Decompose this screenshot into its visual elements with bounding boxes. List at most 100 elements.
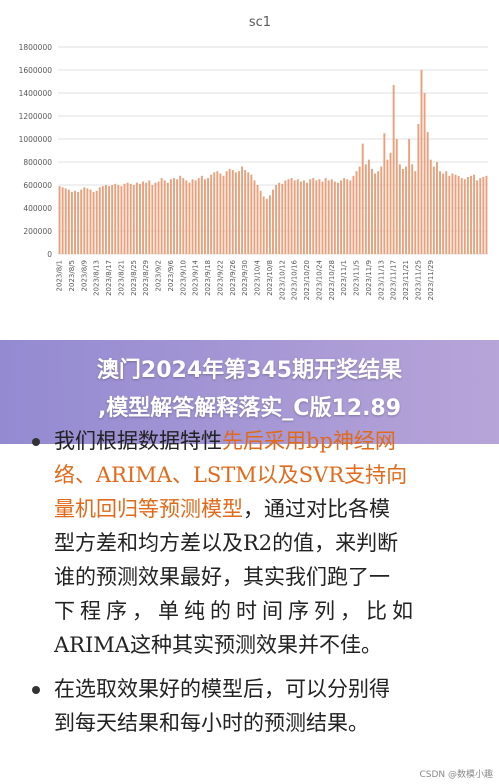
x-tick-label: 2023/11/1 — [340, 260, 348, 296]
bar — [457, 175, 460, 254]
y-tick-label: 800000 — [23, 158, 52, 167]
bar — [148, 180, 151, 254]
bar — [414, 171, 417, 254]
bullet1-line1-a: 我们根据数据特性 — [54, 429, 222, 453]
bar — [284, 180, 287, 254]
bar — [439, 171, 442, 254]
y-tick-label: 200000 — [23, 227, 52, 236]
y-tick-label: 600000 — [23, 181, 52, 190]
x-tick-label: 2023/9/10 — [179, 260, 187, 296]
x-tick-label: 2023/9/30 — [241, 260, 249, 296]
bar — [247, 172, 250, 254]
bar — [61, 187, 64, 254]
bar — [272, 189, 274, 254]
bar — [210, 174, 213, 254]
bar — [222, 175, 225, 254]
bar — [253, 180, 256, 254]
bar — [309, 179, 312, 254]
bar — [132, 185, 135, 254]
document-text: 我们根据数据特性先后采用bp神经网 络、ARIMA、LSTM以及SVR支持向 量… — [0, 412, 499, 784]
banner-title: 澳门2024年第345期开奖结果 ,模型解答解释落实_C版12.89 — [0, 352, 499, 428]
bar — [306, 182, 308, 254]
bar — [426, 132, 429, 254]
bar — [139, 183, 141, 254]
bar — [358, 166, 361, 254]
bar — [70, 191, 73, 254]
bar — [321, 181, 324, 254]
bar — [86, 188, 89, 254]
bar — [281, 183, 284, 254]
bar — [176, 179, 179, 254]
x-tick-label: 2023/10/8 — [266, 260, 274, 296]
bar — [104, 185, 107, 254]
bar — [337, 182, 339, 254]
bullet1-line1: 我们根据数据特性先后采用bp神经网 — [54, 426, 396, 456]
bar — [380, 166, 383, 254]
bar — [401, 168, 404, 254]
bar — [188, 182, 191, 254]
bar — [445, 171, 448, 254]
bar — [463, 179, 466, 254]
bar — [411, 164, 414, 254]
bullet2-line2: 到每天结果和每小时的预测结果。 — [54, 711, 369, 735]
x-tick-label: 2023/11/17 — [390, 260, 398, 300]
bar — [108, 186, 110, 254]
x-tick-label: 2023/9/26 — [229, 259, 237, 295]
bar — [185, 180, 188, 254]
bar — [405, 166, 407, 254]
bar — [420, 70, 423, 254]
y-tick-label: 1000000 — [19, 135, 53, 144]
bar — [312, 178, 315, 254]
bar — [386, 159, 389, 254]
y-tick-label: 0 — [47, 250, 52, 259]
bar — [349, 180, 352, 254]
x-tick-label: 2023/11/13 — [377, 260, 385, 300]
bar — [324, 178, 327, 254]
bullet2-line1: 在选取效果好的模型后，可以分别得 — [54, 677, 390, 701]
bar — [268, 195, 271, 254]
chart-panel: sc1 0 200000 400000 600000 800000 1000000 1200… — [0, 0, 499, 340]
banner-title-line2: ,模型解答解释落实_C版12.89 — [97, 396, 402, 421]
bar — [327, 180, 330, 254]
x-tick-label: 2023/9/6 — [167, 259, 175, 291]
bar — [120, 186, 123, 254]
bar — [442, 173, 445, 254]
bar — [241, 166, 244, 254]
bar — [436, 162, 438, 254]
y-tick-label: 1600000 — [19, 66, 53, 75]
grid-lines — [58, 46, 488, 255]
bar — [485, 175, 488, 254]
bar — [151, 185, 154, 254]
bar — [479, 178, 482, 254]
bullet1-line2: 络、ARIMA、LSTM以及SVR支持向 — [54, 463, 408, 487]
bar — [173, 178, 175, 254]
title-banner — [0, 340, 499, 444]
bar — [340, 180, 343, 254]
x-tick-label: 2023/11/25 — [414, 260, 422, 300]
bar — [482, 176, 485, 254]
bar — [250, 174, 253, 254]
bar — [408, 139, 411, 254]
bullet-dot — [32, 438, 40, 446]
bar — [191, 179, 194, 254]
x-tick-label: 2023/11/29 — [427, 260, 435, 300]
bar — [290, 178, 293, 254]
bar — [67, 189, 70, 254]
bar — [367, 159, 370, 254]
bar — [296, 179, 299, 254]
bar — [371, 168, 373, 254]
bar — [330, 179, 333, 254]
x-tick-label: 2023/10/12 — [278, 260, 286, 300]
bar — [473, 174, 476, 254]
bar — [244, 170, 247, 254]
bar — [299, 181, 302, 254]
x-tick-label: 2023/11/9 — [365, 260, 373, 296]
bullet1-line7: ARIMA这种其实预测效果并不佳。 — [54, 633, 382, 657]
bar — [83, 187, 86, 254]
bullet1-line3: 量机回归等预测模型，通过对比各模 — [54, 494, 390, 524]
x-tick-label: 2023/10/16 — [291, 259, 299, 300]
bar — [361, 143, 364, 254]
bar — [460, 178, 463, 254]
chart-title: sc1 — [249, 15, 271, 30]
bar — [315, 180, 318, 254]
